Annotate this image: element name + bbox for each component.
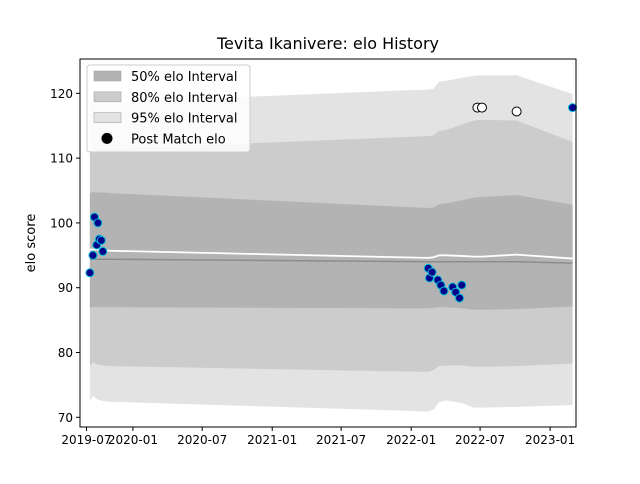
open-elo-point bbox=[476, 102, 487, 113]
legend-marker bbox=[101, 132, 113, 144]
post-match-point bbox=[427, 267, 437, 277]
plot-frame bbox=[79, 58, 577, 428]
median-line bbox=[89, 258, 573, 264]
y-tick-label: 90 bbox=[58, 281, 73, 295]
legend-label: 50% elo Interval bbox=[131, 70, 238, 85]
x-tick-label: 2019-07 bbox=[61, 433, 111, 447]
post-match-point bbox=[88, 250, 98, 260]
legend-swatch bbox=[93, 70, 122, 82]
y-axis-label: elo score bbox=[24, 214, 39, 273]
post-match-point bbox=[568, 103, 578, 113]
legend-swatch bbox=[93, 91, 122, 103]
post-match-point bbox=[85, 268, 95, 278]
y-tick-label: 80 bbox=[58, 346, 73, 360]
y-tick-label: 70 bbox=[58, 411, 73, 425]
legend: 50% elo Interval 80% elo Interval 95% elo … bbox=[86, 64, 251, 153]
x-tick-label: 2022-07 bbox=[455, 433, 505, 447]
y-tick-label: 100 bbox=[50, 216, 73, 230]
mean-line bbox=[89, 248, 573, 260]
open-elo-point bbox=[511, 106, 522, 117]
post-match-point bbox=[455, 293, 465, 303]
legend-label: 80% elo Interval bbox=[131, 91, 238, 106]
x-tick-label: 2021-07 bbox=[316, 433, 366, 447]
x-tick-label: 2021-01 bbox=[247, 433, 297, 447]
x-tick-label: 2022-01 bbox=[386, 433, 436, 447]
x-tick-label: 2020-01 bbox=[108, 433, 158, 447]
x-tick-label: 2020-07 bbox=[177, 433, 227, 447]
legend-swatch bbox=[93, 112, 122, 123]
chart-title: Tevita Ikanivere: elo History bbox=[216, 34, 439, 53]
y-tick-label: 120 bbox=[50, 87, 73, 101]
y-tick-label: 110 bbox=[50, 152, 73, 166]
post-match-point bbox=[93, 218, 103, 228]
legend-label: Post Match elo bbox=[131, 132, 226, 147]
post-match-point bbox=[98, 246, 108, 256]
post-match-point bbox=[457, 280, 467, 290]
post-match-point bbox=[439, 286, 449, 296]
band-50-interval bbox=[89, 191, 573, 310]
post-match-point bbox=[96, 235, 106, 245]
legend-label: 95% elo Interval bbox=[131, 112, 238, 127]
x-tick-label: 2023-01 bbox=[525, 433, 575, 447]
legend-box bbox=[86, 64, 251, 153]
